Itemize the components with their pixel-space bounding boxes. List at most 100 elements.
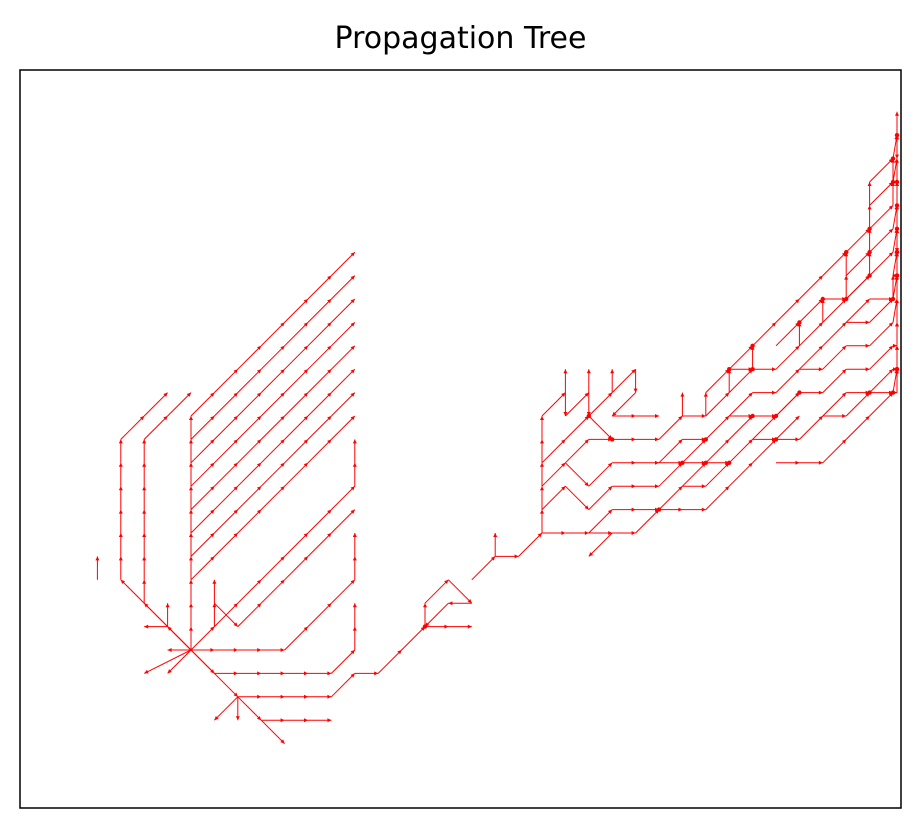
tree-edge bbox=[214, 485, 239, 510]
tree-edge bbox=[565, 462, 590, 487]
tree-edge bbox=[377, 649, 402, 674]
edge-arrowhead bbox=[280, 345, 285, 351]
edge-arrowhead bbox=[678, 416, 683, 421]
tree-edge bbox=[214, 509, 239, 534]
tree-edge bbox=[120, 415, 145, 440]
edge-arrowhead bbox=[888, 228, 893, 234]
tree-edge bbox=[143, 415, 168, 440]
edge-arrowhead bbox=[895, 299, 899, 303]
tree-node bbox=[773, 413, 779, 419]
tree-edge bbox=[869, 205, 894, 230]
edge-arrowhead bbox=[678, 486, 683, 491]
edge-arrowhead bbox=[256, 509, 262, 514]
tree-node bbox=[656, 507, 662, 512]
edge-arrowhead bbox=[327, 694, 332, 699]
edge-arrowhead bbox=[256, 715, 262, 721]
edge-arrowhead bbox=[655, 460, 659, 465]
edge-layer bbox=[95, 111, 899, 744]
edge-arrowhead bbox=[350, 299, 355, 304]
tree-edge bbox=[143, 649, 192, 674]
edge-arrowhead bbox=[233, 439, 238, 444]
tree-node bbox=[894, 133, 900, 138]
edge-arrowhead bbox=[186, 392, 191, 397]
tree-edge bbox=[775, 415, 800, 440]
tree-node bbox=[894, 250, 900, 255]
tree-edge bbox=[284, 532, 309, 557]
edge-arrowhead bbox=[189, 579, 193, 584]
edge-arrowhead bbox=[841, 345, 847, 351]
tree-edge bbox=[331, 298, 356, 323]
edge-arrowhead bbox=[280, 579, 285, 585]
tree-edge bbox=[284, 392, 309, 417]
tree-node bbox=[844, 250, 849, 255]
edge-arrowhead bbox=[584, 392, 589, 397]
edge-arrowhead bbox=[631, 437, 636, 442]
tree-edge bbox=[307, 532, 332, 557]
tree-edge bbox=[260, 719, 285, 744]
tree-node bbox=[890, 390, 896, 395]
tree-edge bbox=[331, 322, 356, 347]
tree-edge bbox=[845, 415, 870, 440]
tree-edge bbox=[658, 462, 683, 487]
tree-edge bbox=[845, 298, 870, 323]
plot-frame bbox=[19, 69, 902, 809]
edge-arrowhead bbox=[118, 556, 123, 561]
edge-arrowhead bbox=[865, 367, 870, 372]
edge-arrowhead bbox=[540, 416, 544, 420]
tree-edge bbox=[214, 439, 239, 464]
tree-edge bbox=[869, 158, 894, 183]
tree-edge bbox=[284, 345, 309, 370]
tree-edge bbox=[331, 368, 356, 393]
edge-arrowhead bbox=[144, 624, 149, 629]
tree-edge bbox=[237, 392, 262, 417]
tree-edge bbox=[260, 439, 285, 464]
edge-arrowhead bbox=[795, 460, 800, 465]
tree-edge bbox=[869, 368, 894, 393]
edge-arrowhead bbox=[280, 556, 285, 561]
edge-arrowhead bbox=[233, 486, 238, 491]
tree-edge bbox=[799, 298, 824, 323]
edge-arrowhead bbox=[118, 486, 123, 491]
edge-arrowhead bbox=[189, 416, 193, 420]
edge-arrowhead bbox=[724, 486, 730, 491]
tree-edge bbox=[284, 556, 309, 581]
edge-arrowhead bbox=[95, 556, 100, 561]
edge-arrowhead bbox=[514, 554, 519, 559]
tree-edge bbox=[822, 298, 847, 323]
tree-edge bbox=[190, 532, 215, 557]
edge-arrowhead bbox=[895, 345, 899, 350]
edge-arrowhead bbox=[327, 322, 332, 327]
edge-arrowhead bbox=[701, 414, 706, 418]
edge-arrowhead bbox=[561, 462, 566, 468]
tree-edge bbox=[284, 462, 309, 487]
edge-arrowhead bbox=[327, 275, 332, 280]
edge-arrowhead bbox=[303, 392, 308, 397]
tree-edge bbox=[260, 368, 285, 393]
tree-edge bbox=[541, 439, 566, 464]
edge-arrowhead bbox=[256, 486, 262, 491]
edge-arrowhead bbox=[189, 509, 193, 514]
edge-arrowhead bbox=[841, 392, 847, 397]
tree-edge bbox=[565, 415, 590, 440]
edge-arrowhead bbox=[350, 673, 355, 678]
edge-arrowhead bbox=[795, 369, 800, 374]
edge-arrowhead bbox=[795, 345, 800, 351]
tree-edge bbox=[752, 415, 777, 440]
tree-edge bbox=[307, 392, 332, 417]
edge-arrowhead bbox=[467, 624, 472, 629]
tree-edge bbox=[588, 509, 613, 534]
tree-node bbox=[797, 390, 802, 395]
tree-node bbox=[890, 179, 896, 185]
tree-edge bbox=[307, 415, 332, 440]
tree-edge bbox=[588, 462, 613, 487]
edge-arrowhead bbox=[724, 416, 730, 421]
edge-arrowhead bbox=[256, 392, 262, 397]
tree-edge bbox=[611, 368, 636, 393]
edge-arrowhead bbox=[165, 603, 170, 608]
edge-arrowhead bbox=[350, 369, 355, 374]
edge-arrowhead bbox=[352, 462, 357, 467]
tree-edge bbox=[845, 392, 870, 417]
edge-arrowhead bbox=[448, 601, 453, 606]
edge-arrowhead bbox=[350, 322, 355, 327]
tree-edge bbox=[237, 462, 262, 487]
